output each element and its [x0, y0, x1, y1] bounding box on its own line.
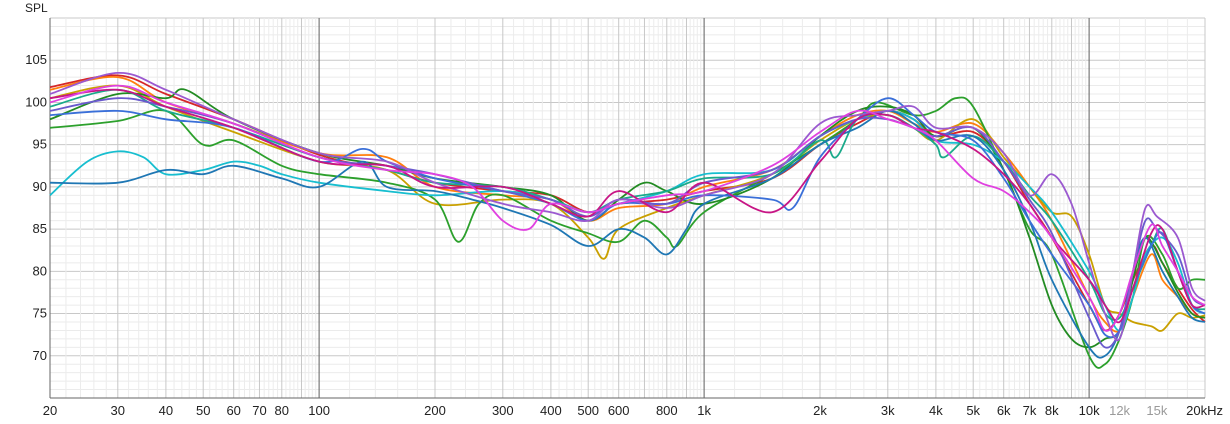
x-axis-ticks: 20 30 40 50 60 70 80 100 200 300 400 500 600 800 1k 2k 3…: [43, 403, 1223, 418]
x-tick-label: 600: [608, 403, 630, 418]
x-tick-label: 5k: [966, 403, 980, 418]
grid: [49, 17, 1206, 399]
y-tick-label: 90: [33, 179, 47, 194]
x-tick-label: 300: [492, 403, 514, 418]
x-tick-label: 800: [656, 403, 678, 418]
x-tick-label: 30: [111, 403, 125, 418]
x-tick-label: 10k: [1079, 403, 1100, 418]
series-line-13: [49, 84, 1206, 332]
series-lines: [49, 71, 1206, 369]
y-axis-label: SPL: [25, 1, 48, 15]
x-tick-label: 2k: [813, 403, 827, 418]
y-tick-label: 105: [25, 52, 47, 67]
x-tick-label: 3k: [881, 403, 895, 418]
x-tick-label: 40: [159, 403, 173, 418]
y-tick-label: 75: [33, 306, 47, 321]
y-axis-ticks: 70 75 80 85 90 95 100 105: [25, 52, 47, 363]
x-tick-label: 15k: [1146, 403, 1167, 418]
x-tick-label: 4k: [929, 403, 943, 418]
x-tick-label: 20kHz: [1186, 403, 1223, 418]
x-tick-label: 60: [226, 403, 240, 418]
y-tick-label: 100: [25, 94, 47, 109]
series-line-11: [49, 71, 1206, 342]
x-tick-label: 70: [252, 403, 266, 418]
x-tick-label: 7k: [1023, 403, 1037, 418]
x-tick-label: 200: [424, 403, 446, 418]
y-tick-label: 70: [33, 348, 47, 363]
x-tick-label: 8k: [1045, 403, 1059, 418]
x-tick-label: 12k: [1109, 403, 1130, 418]
y-tick-label: 85: [33, 221, 47, 236]
x-tick-label: 1k: [697, 403, 711, 418]
x-tick-label: 500: [577, 403, 599, 418]
x-tick-label: 80: [275, 403, 289, 418]
x-tick-label: 20: [43, 403, 57, 418]
y-tick-label: 80: [33, 263, 47, 278]
x-tick-label: 50: [196, 403, 210, 418]
x-tick-label: 100: [308, 403, 330, 418]
series-line-12: [49, 88, 1206, 324]
y-tick-label: 95: [33, 137, 47, 152]
x-tick-label: 400: [540, 403, 562, 418]
x-tick-label: 6k: [997, 403, 1011, 418]
